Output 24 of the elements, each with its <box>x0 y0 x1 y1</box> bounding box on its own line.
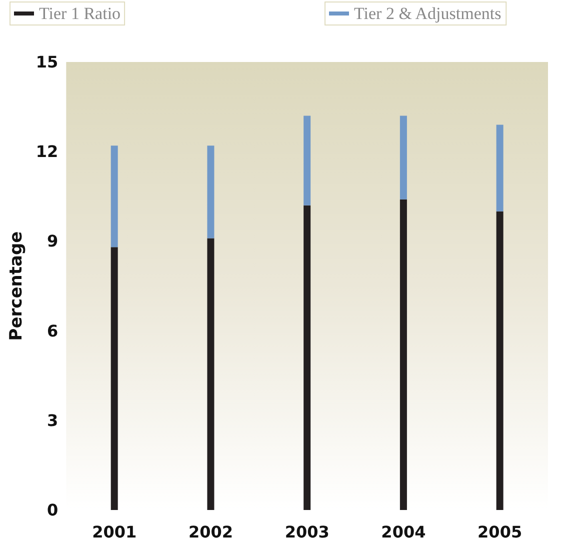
legend-label: Tier 2 & Adjustments <box>354 4 502 23</box>
y-tick-label: 0 <box>47 500 58 520</box>
x-tick-label: 2004 <box>381 522 426 542</box>
legend-label: Tier 1 Ratio <box>39 4 121 23</box>
bar <box>207 238 214 510</box>
y-tick-label: 6 <box>47 321 58 340</box>
y-tick-label: 15 <box>36 52 58 72</box>
bar <box>110 247 118 510</box>
bar <box>110 146 118 248</box>
y-tick-label: 9 <box>47 232 58 251</box>
bar <box>496 124 504 212</box>
x-tick-label: 2003 <box>284 522 330 542</box>
bar <box>304 116 311 206</box>
y-axis-title: Percentage <box>6 231 26 341</box>
bar <box>304 205 311 510</box>
x-tick-label: 2002 <box>188 522 233 542</box>
x-tick-label: 2001 <box>92 522 137 542</box>
bar <box>207 146 214 238</box>
y-tick-label: 3 <box>47 410 58 430</box>
y-tick-label: 12 <box>36 142 58 162</box>
bar <box>400 116 407 200</box>
bar <box>400 199 407 510</box>
x-tick-label: 2005 <box>478 522 522 542</box>
bar <box>496 211 504 510</box>
